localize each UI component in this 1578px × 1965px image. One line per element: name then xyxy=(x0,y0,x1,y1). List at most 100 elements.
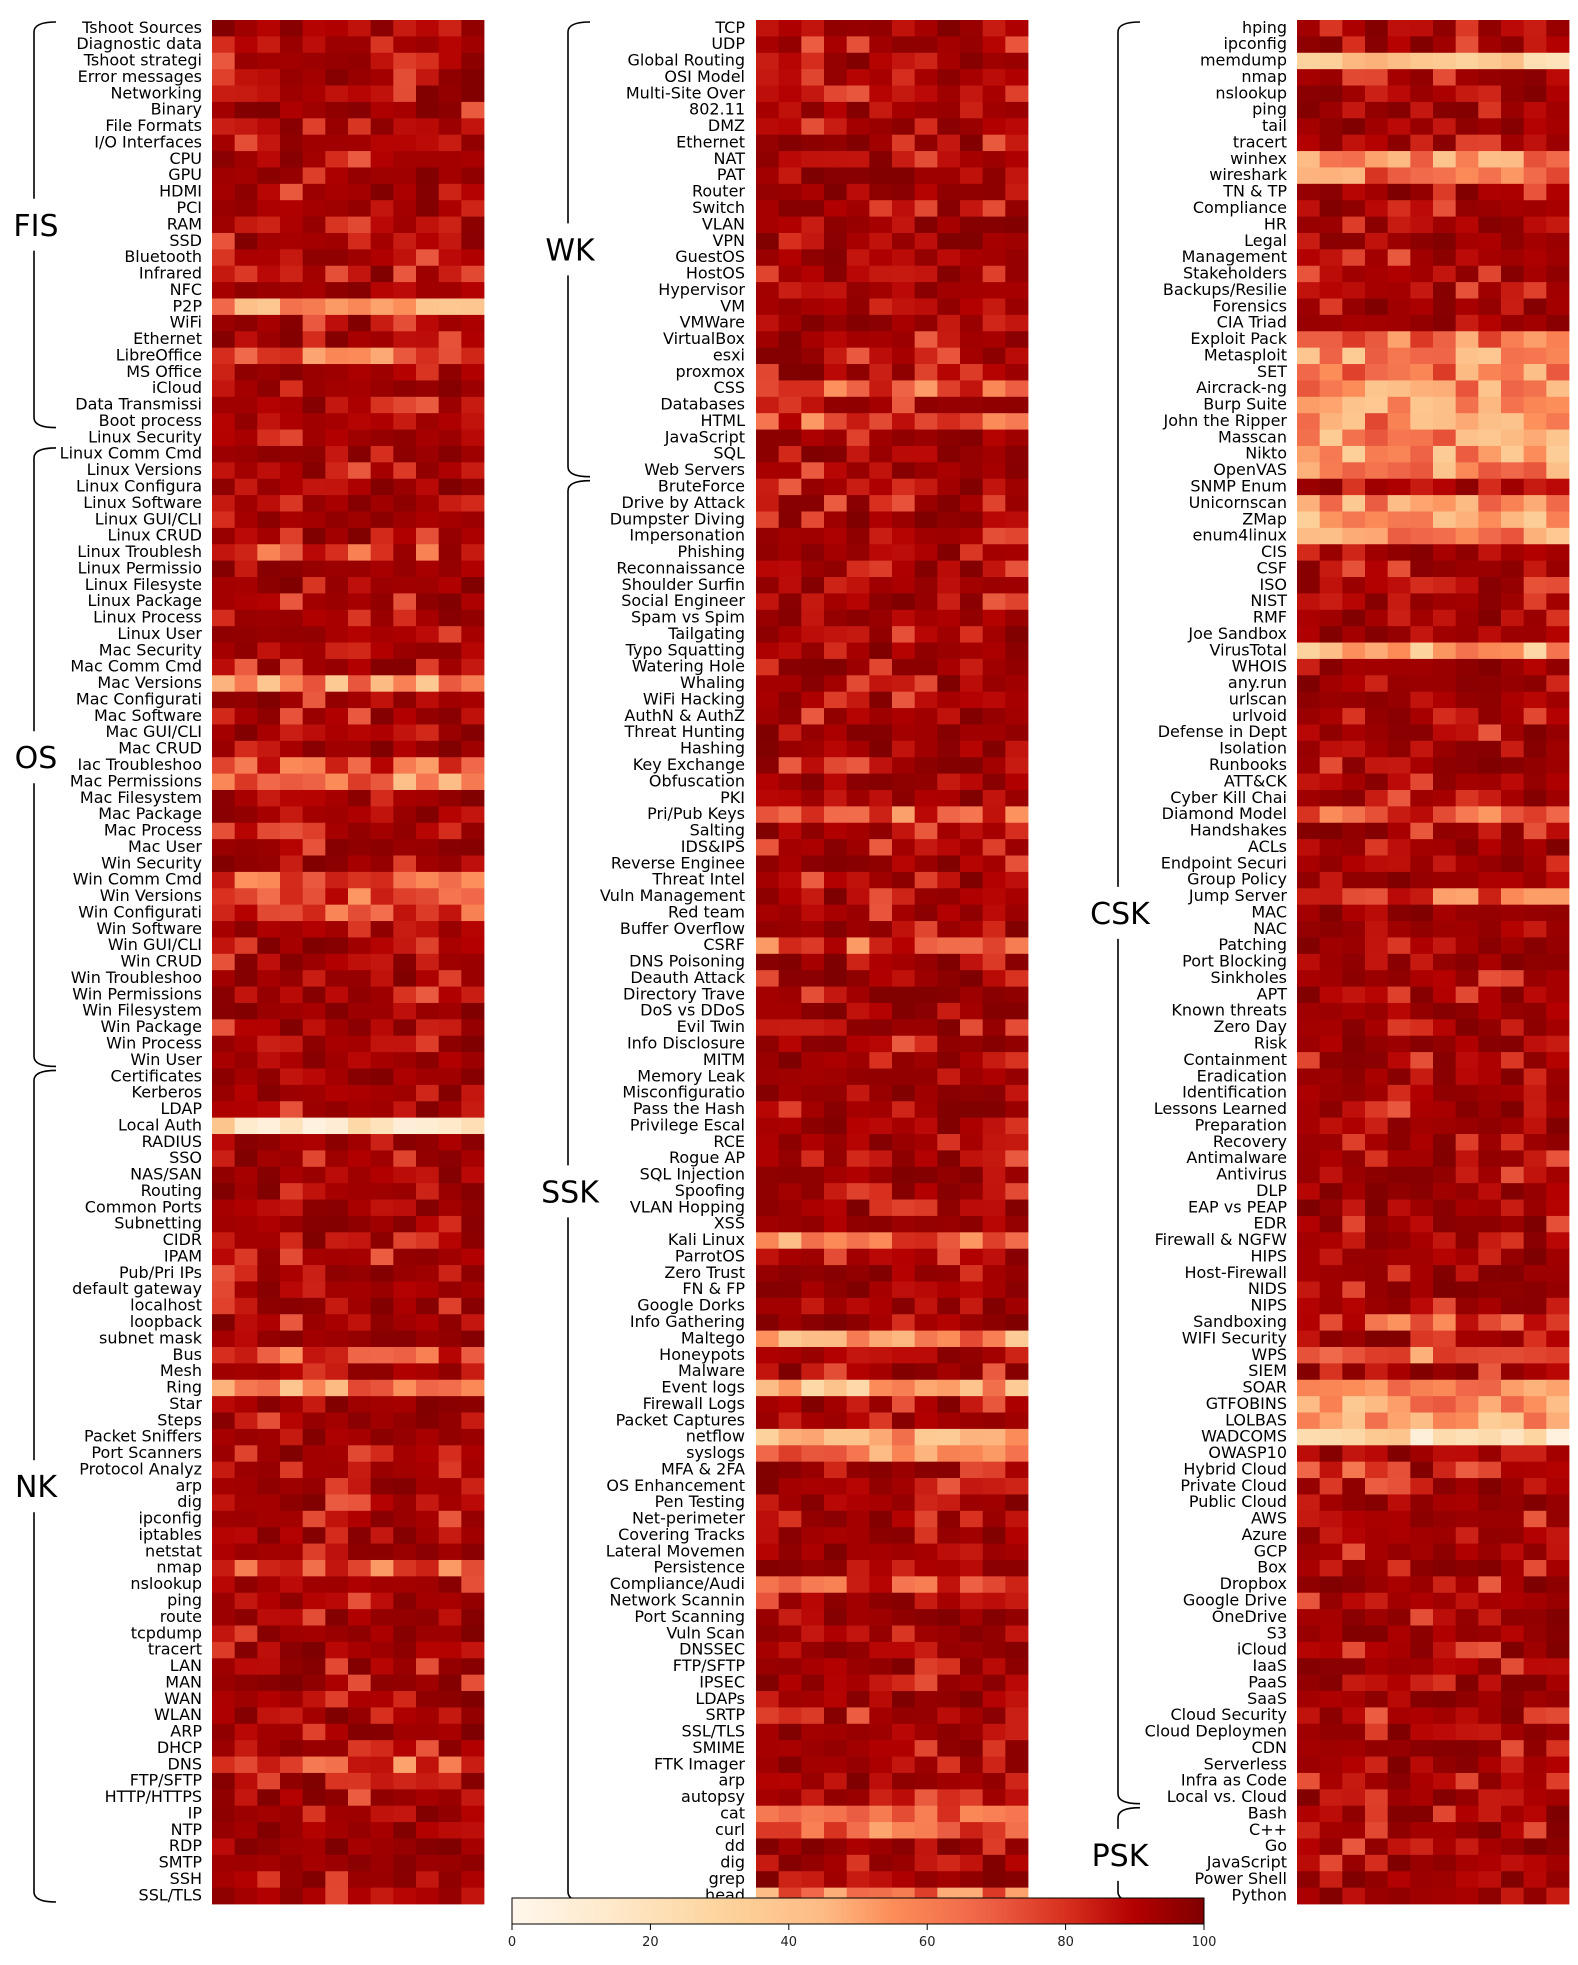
heatmap-cell xyxy=(1410,1396,1434,1413)
heatmap-cell xyxy=(937,593,961,611)
heatmap-cell xyxy=(1546,708,1570,725)
heatmap-cell xyxy=(370,1248,394,1266)
heatmap-cell xyxy=(461,757,485,774)
heatmap-cell xyxy=(1387,577,1411,594)
heatmap-cell xyxy=(869,577,893,594)
heatmap-cell xyxy=(1478,1494,1502,1512)
heatmap-cell xyxy=(302,1527,326,1544)
heatmap-cell xyxy=(280,593,304,611)
row-label: MS Office xyxy=(126,362,202,381)
row-label: MITM xyxy=(703,1050,745,1069)
heatmap-cell xyxy=(1005,1084,1029,1102)
heatmap-cell xyxy=(325,953,349,971)
heatmap-cell xyxy=(325,364,349,381)
heatmap-cell xyxy=(1523,1150,1547,1168)
heatmap-cell xyxy=(982,200,1006,217)
heatmap-cell xyxy=(1342,1215,1366,1233)
heatmap-cell xyxy=(1005,560,1029,578)
heatmap-cell xyxy=(212,577,236,594)
heatmap-cell xyxy=(1005,740,1029,758)
heatmap-cell xyxy=(824,1674,848,1692)
heatmap-cell xyxy=(257,740,281,758)
heatmap-cell xyxy=(1455,1822,1479,1839)
heatmap-cell xyxy=(370,1166,394,1184)
heatmap-cell xyxy=(892,937,916,955)
heatmap-cell xyxy=(302,871,326,889)
heatmap-cell xyxy=(416,560,440,578)
heatmap-cell xyxy=(960,364,984,381)
heatmap-cell xyxy=(1455,577,1479,594)
heatmap-cell xyxy=(914,740,938,758)
heatmap-cell xyxy=(937,413,961,430)
heatmap-cell xyxy=(234,52,258,70)
heatmap-cell xyxy=(914,839,938,856)
heatmap-cell xyxy=(1297,626,1321,643)
heatmap-cell xyxy=(1297,1052,1321,1069)
heatmap-cell xyxy=(348,396,372,414)
heatmap-cell xyxy=(325,1592,349,1610)
heatmap-cell xyxy=(1546,1265,1570,1282)
heatmap-cell xyxy=(348,1789,372,1807)
heatmap-cell xyxy=(325,1330,349,1348)
heatmap-cell xyxy=(801,265,825,283)
heatmap-cell xyxy=(1319,1707,1343,1725)
heatmap-cell xyxy=(1387,1805,1411,1823)
heatmap-cell xyxy=(370,904,394,922)
heatmap-cell xyxy=(756,134,780,152)
heatmap-cell xyxy=(1478,1805,1502,1823)
heatmap-cell xyxy=(325,1166,349,1184)
row-label: Serverless xyxy=(1204,1754,1287,1773)
heatmap-cell xyxy=(914,85,938,103)
heatmap-cell xyxy=(846,855,870,873)
heatmap-cell xyxy=(416,298,440,316)
heatmap-cell xyxy=(982,1494,1006,1512)
heatmap-cell xyxy=(280,1330,304,1348)
heatmap-cell xyxy=(370,1494,394,1512)
heatmap-cell xyxy=(1433,675,1457,693)
heatmap-cell xyxy=(914,1691,938,1708)
heatmap-cell xyxy=(1387,806,1411,824)
heatmap-cell xyxy=(234,1035,258,1053)
heatmap-cell xyxy=(960,871,984,889)
heatmap-cell xyxy=(892,429,916,447)
heatmap-cell xyxy=(982,1297,1006,1315)
heatmap-cell xyxy=(461,1232,485,1250)
heatmap-cell xyxy=(1319,85,1343,103)
heatmap-cell xyxy=(756,757,780,774)
heatmap-cell xyxy=(438,1445,462,1463)
heatmap-cell xyxy=(212,183,236,201)
heatmap-cell xyxy=(257,134,281,152)
heatmap-cell xyxy=(960,1166,984,1184)
heatmap-cell xyxy=(778,921,802,938)
heatmap-cell xyxy=(438,265,462,283)
heatmap-cell xyxy=(393,740,417,758)
heatmap-cell xyxy=(1365,1101,1389,1119)
heatmap-cell xyxy=(937,85,961,103)
heatmap-cell xyxy=(348,921,372,938)
heatmap-cell xyxy=(348,1035,372,1053)
heatmap-cell xyxy=(348,1232,372,1250)
heatmap-cell xyxy=(280,921,304,938)
heatmap-cell xyxy=(937,789,961,807)
colorbar-tick-label: 60 xyxy=(919,1935,936,1950)
heatmap-cell xyxy=(1387,511,1411,529)
heatmap-cell xyxy=(960,1101,984,1119)
heatmap-cell xyxy=(1546,232,1570,250)
heatmap-cell xyxy=(869,134,893,152)
heatmap-cell xyxy=(1319,871,1343,889)
heatmap-cell xyxy=(461,1002,485,1020)
row-label: Whaling xyxy=(680,673,745,692)
heatmap-cell xyxy=(1501,888,1525,906)
heatmap-cell xyxy=(824,986,848,1004)
heatmap-cell xyxy=(756,1740,780,1757)
heatmap-cell xyxy=(1297,1887,1321,1905)
heatmap-cell xyxy=(1546,1576,1570,1594)
heatmap-cell xyxy=(982,314,1006,332)
heatmap-cell xyxy=(1455,642,1479,660)
heatmap-cell xyxy=(1365,577,1389,594)
heatmap-cell xyxy=(348,347,372,365)
heatmap-cell xyxy=(416,1527,440,1544)
row-label: Certificates xyxy=(111,1066,202,1085)
heatmap-cell xyxy=(257,1658,281,1676)
heatmap-cell xyxy=(461,249,485,267)
